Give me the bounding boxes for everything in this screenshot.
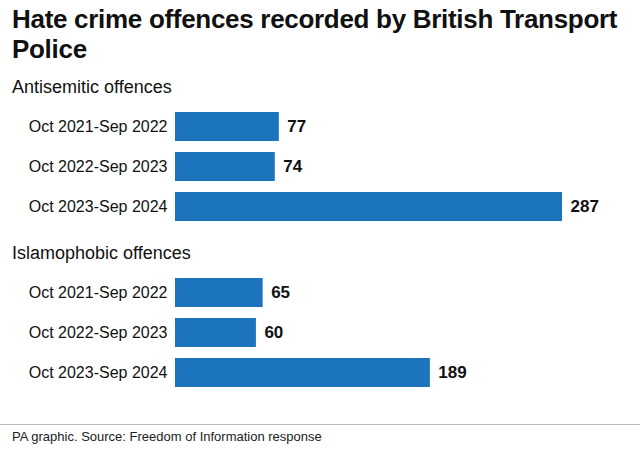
html-text:Islamophobic offences: Islamophobic offences	[12, 243, 191, 263]
svg-text:77: 77	[287, 117, 306, 136]
svg-text:Oct 2022-Sep 2023: Oct 2022-Sep 2023	[29, 324, 168, 341]
html-text:Antisemitic offences: Antisemitic offences	[12, 77, 172, 97]
svg-text:Oct 2021-Sep 2022: Oct 2021-Sep 2022	[29, 284, 168, 301]
svg-text:Oct 2023-Sep 2024: Oct 2023-Sep 2024	[29, 198, 168, 215]
svg-text:Oct 2023-Sep 2024: Oct 2023-Sep 2024	[29, 364, 168, 381]
svg-text:189: 189	[438, 363, 466, 382]
svg-text:Oct 2021-Sep 2022: Oct 2021-Sep 2022	[29, 118, 168, 135]
html-text:Hate crime offences recorded b: Hate crime offences recorded by British …	[12, 4, 618, 64]
svg-text:65: 65	[271, 283, 290, 302]
svg-text:Oct 2022-Sep 2023: Oct 2022-Sep 2023	[29, 158, 168, 175]
html-text:PA graphic. Source: Freedom of: PA graphic. Source: Freedom of Informati…	[12, 429, 322, 444]
svg-text:74: 74	[283, 157, 302, 176]
svg-text:287: 287	[571, 197, 599, 216]
svg-text:60: 60	[264, 323, 283, 342]
